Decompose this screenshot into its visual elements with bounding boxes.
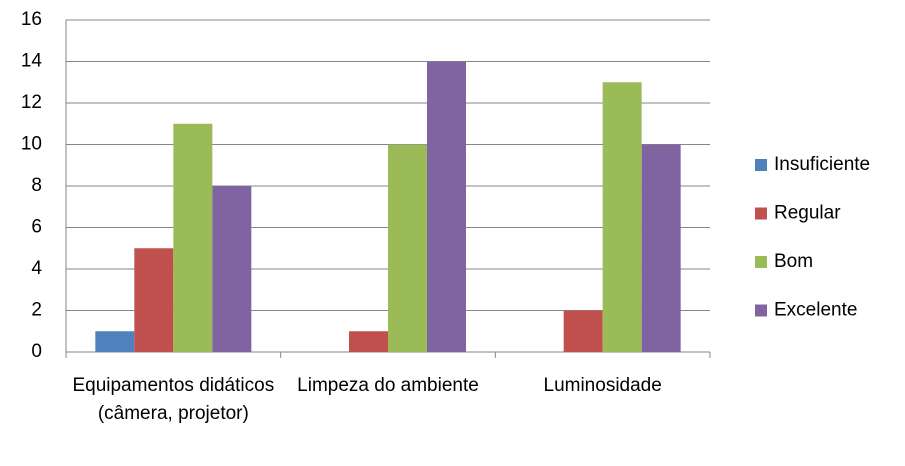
y-tick-label: 0: [31, 341, 42, 362]
y-tick-label: 14: [21, 51, 43, 72]
y-tick-label: 2: [31, 300, 42, 321]
bar: [95, 331, 135, 352]
y-tick-label: 8: [31, 175, 42, 196]
legend-swatch: [755, 207, 767, 220]
bar: [173, 123, 213, 352]
bar: [563, 310, 603, 352]
legend-label: Insuficiente: [774, 154, 870, 175]
legend-label: Regular: [774, 203, 841, 224]
y-tick-label: 12: [21, 92, 42, 113]
y-tick-label: 16: [21, 9, 42, 30]
bar: [212, 186, 252, 352]
bar: [427, 61, 466, 352]
x-tick-label: Equipamentos didáticos (câmera, projetor…: [72, 375, 275, 424]
legend-swatch: [755, 304, 767, 317]
x-tick-label: Limpeza do ambiente: [297, 375, 479, 396]
y-tick-label: 6: [31, 217, 42, 238]
y-tick-label: 10: [21, 134, 42, 155]
legend-swatch: [755, 159, 767, 171]
bar: [134, 248, 174, 352]
y-tick-label: 4: [31, 258, 42, 279]
legend-swatch: [755, 256, 767, 268]
bar: [641, 144, 681, 352]
legend-label: Bom: [774, 251, 813, 272]
bar: [602, 82, 642, 352]
legend-label: Excelente: [774, 300, 857, 321]
bar: [349, 331, 388, 352]
x-tick-label: Luminosidade: [543, 375, 662, 396]
bar: [388, 144, 427, 352]
